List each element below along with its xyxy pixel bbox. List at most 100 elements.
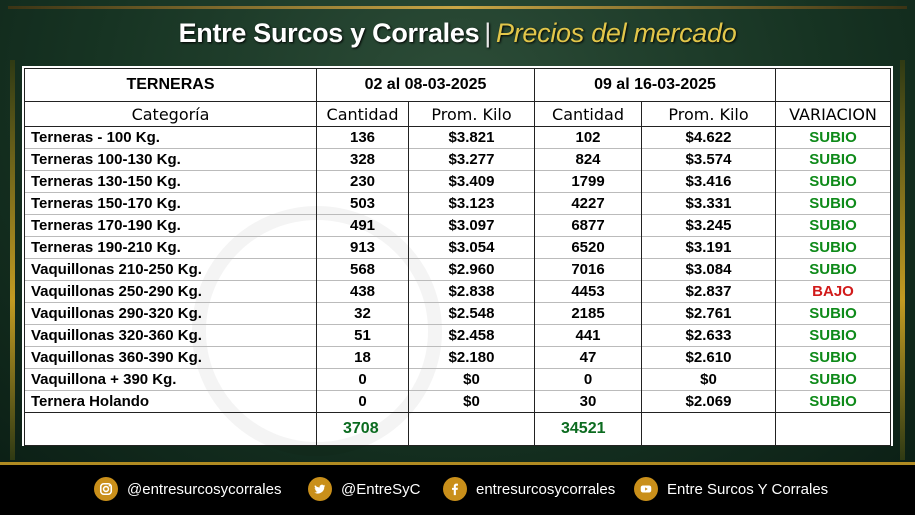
category-cell: Terneras 190-210 Kg. — [24, 236, 317, 259]
table-row: Vaquillona + 390 Kg. 0 $0 0 $0 SUBIO — [24, 368, 891, 391]
quantity-2-cell: 1799 — [534, 170, 642, 193]
quantity-2-cell: 102 — [534, 126, 642, 149]
quantity-1-cell: 230 — [316, 170, 409, 193]
quantity-1-cell: 503 — [316, 192, 409, 215]
price-1-cell: $2.180 — [408, 346, 535, 369]
table-row: Terneras - 100 Kg. 136 $3.821 102 $4.622 SUBI… — [24, 126, 891, 149]
price-1-cell: $3.097 — [408, 214, 535, 237]
table-row: Vaquillonas 360-390 Kg. 18 $2.180 47 $2.610 S… — [24, 346, 891, 369]
total-empty-cell — [24, 412, 317, 446]
price-1-cell: $3.821 — [408, 126, 535, 149]
quantity-2-cell: 824 — [534, 148, 642, 171]
quantity-1-cell: 32 — [316, 302, 409, 325]
column-header-quantity-2: Cantidad — [534, 101, 642, 127]
section-header: TERNERAS — [24, 68, 317, 102]
quantity-1-cell: 438 — [316, 280, 409, 303]
quantity-2-cell: 6520 — [534, 236, 642, 259]
table-row: Terneras 170-190 Kg. 491 $3.097 6877 $3.245 S… — [24, 214, 891, 237]
table-row: Terneras 130-150 Kg. 230 $3.409 1799 $3.416 S… — [24, 170, 891, 193]
price-2-cell: $3.331 — [641, 192, 776, 215]
totals-row: 3708 34521 — [24, 412, 891, 446]
variation-cell: BAJO — [775, 280, 891, 303]
price-2-cell: $2.610 — [641, 346, 776, 369]
variation-cell: SUBIO — [775, 258, 891, 281]
price-1-cell: $2.458 — [408, 324, 535, 347]
quantity-2-cell: 7016 — [534, 258, 642, 281]
table-row: Terneras 190-210 Kg. 913 $3.054 6520 $3.191 S… — [24, 236, 891, 259]
column-header-quantity-1: Cantidad — [316, 101, 409, 127]
table-header-row-2: Categoría Cantidad Prom. Kilo Cantidad P… — [24, 101, 891, 127]
instagram-label: @entresurcosycorrales — [127, 480, 282, 498]
empty-header-cell — [775, 68, 891, 102]
category-cell: Terneras 130-150 Kg. — [24, 170, 317, 193]
social-item-instagram[interactable]: @entresurcosycorrales — [94, 477, 281, 501]
quantity-1-cell: 491 — [316, 214, 409, 237]
total-empty-cell — [641, 412, 776, 446]
price-1-cell: $3.409 — [408, 170, 535, 193]
price-1-cell: $0 — [408, 390, 535, 413]
quantity-2-cell: 2185 — [534, 302, 642, 325]
social-footer: @entresurcosycorrales @EntreSyC entresur… — [0, 462, 915, 515]
table-row: Vaquillonas 320-360 Kg. 51 $2.458 441 $2.633… — [24, 324, 891, 347]
period1-header: 02 al 08-03-2025 — [316, 68, 535, 102]
table-row: Terneras 150-170 Kg. 503 $3.123 4227 $3.331 S… — [24, 192, 891, 215]
quantity-1-cell: 0 — [316, 390, 409, 413]
price-2-cell: $4.622 — [641, 126, 776, 149]
category-cell: Terneras - 100 Kg. — [24, 126, 317, 149]
column-header-price-1: Prom. Kilo — [408, 101, 535, 127]
variation-cell: SUBIO — [775, 148, 891, 171]
facebook-icon — [443, 477, 467, 501]
quantity-2-cell: 30 — [534, 390, 642, 413]
twitter-label: @EntreSyC — [341, 480, 421, 498]
quantity-2-cell: 0 — [534, 368, 642, 391]
price-2-cell: $2.837 — [641, 280, 776, 303]
table-row: Vaquillonas 250-290 Kg. 438 $2.838 4453 $2.8… — [24, 280, 891, 303]
social-item-twitter[interactable]: @EntreSyC — [308, 477, 420, 501]
variation-cell: SUBIO — [775, 192, 891, 215]
quantity-1-cell: 913 — [316, 236, 409, 259]
price-1-cell: $0 — [408, 368, 535, 391]
quantity-1-cell: 0 — [316, 368, 409, 391]
price-1-cell: $2.548 — [408, 302, 535, 325]
right-gold-bar — [900, 60, 905, 460]
youtube-icon — [634, 477, 658, 501]
facebook-label: entresurcosycorrales — [476, 480, 616, 498]
category-cell: Vaquillonas 250-290 Kg. — [24, 280, 317, 303]
category-cell: Ternera Holando — [24, 390, 317, 413]
total-quantity-2: 34521 — [534, 412, 642, 446]
social-item-facebook[interactable]: entresurcosycorrales — [443, 477, 615, 501]
price-2-cell: $2.069 — [641, 390, 776, 413]
total-quantity-1: 3708 — [316, 412, 409, 446]
price-2-cell: $3.245 — [641, 214, 776, 237]
left-gold-bar — [10, 60, 15, 460]
column-header-price-2: Prom. Kilo — [641, 101, 776, 127]
variation-cell: SUBIO — [775, 302, 891, 325]
column-header-variation: VARIACION — [775, 101, 891, 127]
variation-cell: SUBIO — [775, 346, 891, 369]
quantity-2-cell: 6877 — [534, 214, 642, 237]
category-cell: Vaquillonas 290-320 Kg. — [24, 302, 317, 325]
instagram-icon — [94, 477, 118, 501]
category-cell: Terneras 170-190 Kg. — [24, 214, 317, 237]
variation-cell: SUBIO — [775, 390, 891, 413]
quantity-2-cell: 4227 — [534, 192, 642, 215]
variation-cell: SUBIO — [775, 324, 891, 347]
quantity-2-cell: 441 — [534, 324, 642, 347]
category-cell: Vaquillonas 210-250 Kg. — [24, 258, 317, 281]
youtube-label: Entre Surcos Y Corrales — [667, 480, 829, 498]
twitter-icon — [308, 477, 332, 501]
title-separator: | — [484, 18, 492, 48]
price-2-cell: $3.084 — [641, 258, 776, 281]
quantity-1-cell: 568 — [316, 258, 409, 281]
social-item-youtube[interactable]: Entre Surcos Y Corrales — [634, 477, 828, 501]
category-cell: Vaquillona + 390 Kg. — [24, 368, 317, 391]
total-empty-cell — [408, 412, 535, 446]
quantity-1-cell: 51 — [316, 324, 409, 347]
quantity-1-cell: 18 — [316, 346, 409, 369]
category-cell: Terneras 100-130 Kg. — [24, 148, 317, 171]
price-2-cell: $0 — [641, 368, 776, 391]
table-header-row-1: TERNERAS 02 al 08-03-2025 09 al 16-03-20… — [24, 68, 891, 102]
title-subtitle: Precios del mercado — [496, 18, 737, 48]
quantity-1-cell: 328 — [316, 148, 409, 171]
price-1-cell: $2.838 — [408, 280, 535, 303]
